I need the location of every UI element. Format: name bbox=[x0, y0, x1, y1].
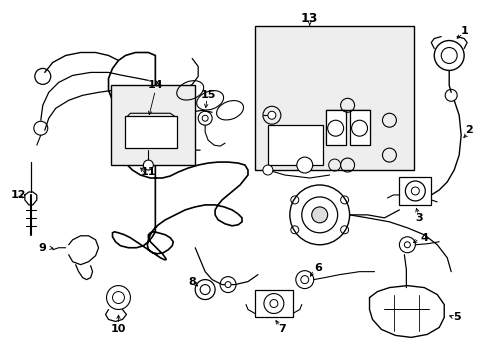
Text: 3: 3 bbox=[415, 213, 422, 223]
Circle shape bbox=[202, 115, 208, 121]
Text: 4: 4 bbox=[420, 233, 427, 243]
Circle shape bbox=[143, 160, 153, 170]
Bar bbox=[325, 110, 345, 145]
Text: 5: 5 bbox=[452, 312, 460, 323]
Circle shape bbox=[311, 207, 327, 223]
Circle shape bbox=[296, 157, 312, 173]
Circle shape bbox=[300, 276, 308, 284]
Text: 12: 12 bbox=[11, 190, 26, 200]
Bar bbox=[349, 110, 369, 145]
Circle shape bbox=[404, 242, 409, 248]
Text: 1: 1 bbox=[459, 26, 467, 36]
Polygon shape bbox=[108, 53, 247, 260]
Circle shape bbox=[289, 185, 349, 245]
Circle shape bbox=[410, 187, 419, 195]
Text: 11: 11 bbox=[141, 167, 156, 177]
Text: 15: 15 bbox=[200, 90, 215, 100]
Circle shape bbox=[269, 300, 277, 307]
Circle shape bbox=[112, 292, 124, 303]
Bar bbox=[254, 289, 292, 318]
Text: 10: 10 bbox=[111, 324, 126, 334]
Text: 13: 13 bbox=[301, 12, 318, 25]
Text: 6: 6 bbox=[313, 263, 321, 273]
Bar bbox=[125, 116, 177, 148]
Circle shape bbox=[433, 41, 463, 71]
Circle shape bbox=[267, 111, 275, 119]
Text: 2: 2 bbox=[464, 125, 472, 135]
Circle shape bbox=[224, 282, 230, 288]
Bar bbox=[267, 125, 322, 165]
Circle shape bbox=[263, 165, 272, 175]
Circle shape bbox=[200, 285, 210, 294]
Text: 7: 7 bbox=[277, 324, 285, 334]
Text: 8: 8 bbox=[188, 276, 196, 287]
Bar bbox=[254, 26, 413, 170]
Bar bbox=[110, 85, 195, 165]
Text: 14: 14 bbox=[147, 80, 163, 90]
Bar bbox=[399, 177, 430, 205]
Text: 9: 9 bbox=[39, 243, 47, 253]
